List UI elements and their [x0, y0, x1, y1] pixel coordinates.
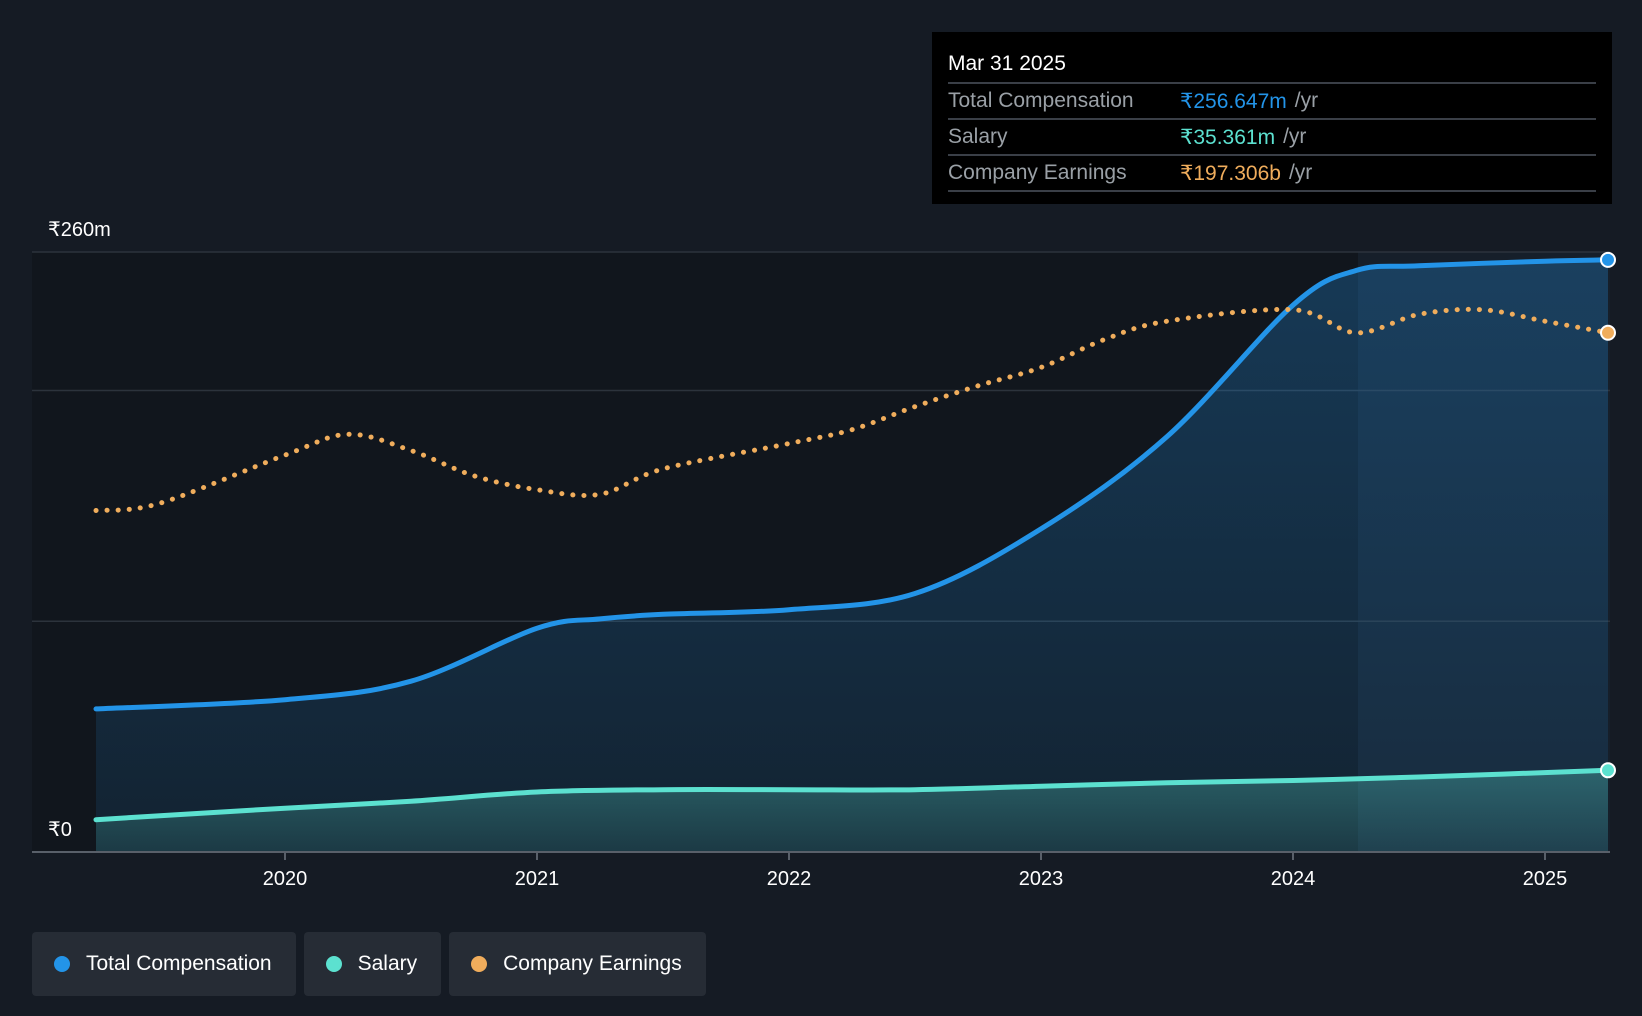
- x-tick-label: 2022: [767, 868, 812, 890]
- y-axis-max-label: ₹260m: [48, 219, 111, 241]
- legend-dot-icon: [471, 956, 488, 972]
- legend-item-salary[interactable]: Salary: [303, 932, 442, 996]
- x-tick-label: 2023: [1019, 868, 1064, 890]
- x-tick-label: 2025: [1523, 868, 1568, 890]
- series-lines: [93, 257, 1611, 823]
- tooltip-label: Total Compensation: [948, 89, 1134, 112]
- tooltip-date: Mar 31 2025: [948, 32, 1596, 84]
- data-tooltip: Mar 31 2025 Total Compensation ₹256.647m…: [932, 32, 1612, 204]
- tooltip-row-salary: Salary ₹35.361m /yr: [948, 120, 1596, 156]
- legend-label: Salary: [357, 952, 418, 975]
- end-markers: [1600, 251, 1616, 779]
- salary-end-marker: [1600, 762, 1616, 779]
- y-axis-min-label: ₹0: [48, 819, 72, 841]
- series-areas: [96, 259, 1608, 852]
- tooltip-unit: /yr: [1288, 161, 1313, 184]
- chart-legend: Total Compensation Salary Company Earnin…: [32, 932, 706, 996]
- company-earnings-line: [93, 306, 1611, 513]
- salary-line: [93, 767, 1611, 823]
- tooltip-value: ₹256.647m: [1180, 89, 1287, 113]
- tooltip-row-company-earnings: Company Earnings ₹197.306b /yr: [948, 156, 1596, 192]
- legend-dot-icon: [325, 956, 342, 972]
- x-tick-label: 2024: [1271, 868, 1316, 890]
- tooltip-value: ₹197.306b: [1180, 161, 1281, 185]
- legend-dot-icon: [54, 956, 70, 972]
- total-compensation-area: [96, 259, 1608, 852]
- tooltip-label: Company Earnings: [948, 161, 1127, 184]
- company-earnings-end-marker: [1600, 324, 1616, 341]
- tooltip-row-total-compensation: Total Compensation ₹256.647m /yr: [948, 84, 1596, 120]
- salary-area: [96, 770, 1608, 852]
- tooltip-unit: /yr: [1294, 89, 1319, 112]
- tooltip-value: ₹35.361m: [1180, 125, 1276, 149]
- legend-label: Company Earnings: [503, 952, 682, 975]
- total-compensation-line: [93, 257, 1611, 712]
- legend-label: Total Compensation: [86, 952, 272, 975]
- legend-item-total-compensation[interactable]: Total Compensation: [32, 932, 296, 996]
- x-axis-ticks: 2020 2021 2022 2023 2024 2025: [263, 852, 1568, 890]
- x-tick-label: 2021: [515, 868, 560, 890]
- tooltip-label: Salary: [948, 125, 1008, 148]
- tooltip-unit: /yr: [1283, 125, 1307, 148]
- legend-item-company-earnings[interactable]: Company Earnings: [449, 932, 706, 996]
- x-tick-label: 2020: [263, 868, 308, 890]
- total-compensation-end-marker: [1600, 251, 1616, 268]
